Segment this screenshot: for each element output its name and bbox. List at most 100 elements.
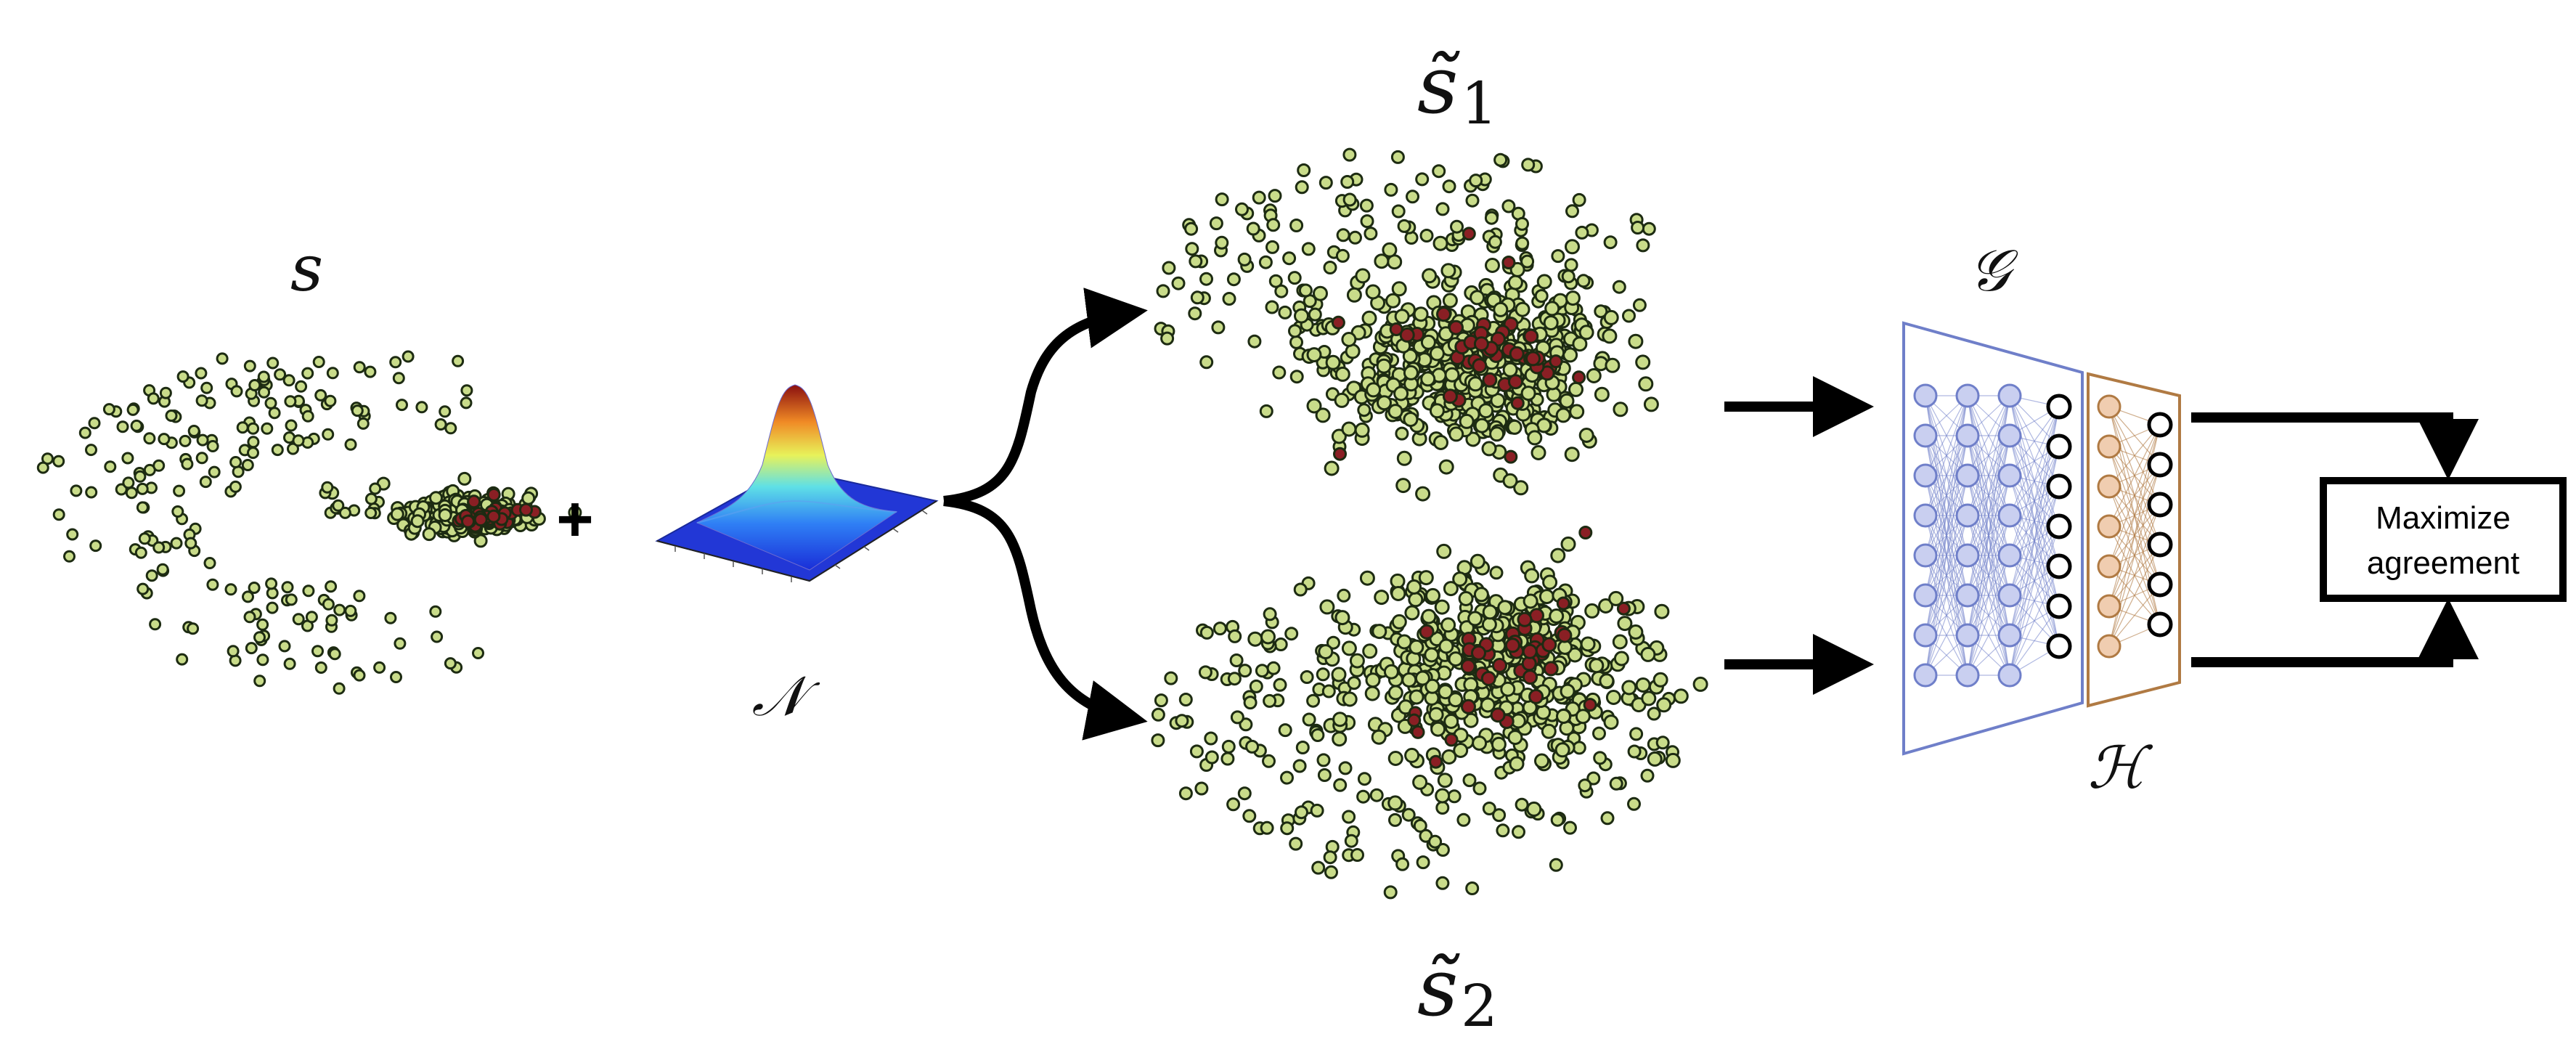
graph-node <box>1156 284 1170 298</box>
graph-node <box>1336 228 1350 243</box>
graph-node <box>265 577 278 590</box>
graph-node <box>1550 547 1566 563</box>
graph-node <box>1598 598 1614 614</box>
graph-node <box>1603 714 1619 730</box>
graph-node <box>1334 392 1350 408</box>
graph-node <box>1239 717 1253 732</box>
graph-node <box>1435 788 1451 804</box>
graph-node <box>1612 280 1626 294</box>
graph-node <box>1584 603 1600 619</box>
graph-node <box>1178 693 1193 706</box>
graph-node <box>1655 736 1670 750</box>
graph-node <box>1341 332 1357 347</box>
anomaly-node <box>1389 322 1403 336</box>
graph-node <box>429 605 442 618</box>
graph-node <box>1362 643 1378 659</box>
graph-node <box>1265 240 1279 254</box>
anomaly-node <box>1523 669 1538 685</box>
graph-node <box>206 440 219 452</box>
graph-node <box>1572 192 1586 207</box>
graph-node <box>1342 691 1358 707</box>
graph-node <box>1268 274 1283 288</box>
graph-node <box>136 482 149 495</box>
graph-node <box>1311 860 1326 875</box>
encoder-neuron <box>1955 663 1980 688</box>
branch-arrow-down <box>943 496 1148 741</box>
graph-node <box>1501 199 1516 213</box>
graph-node <box>1492 808 1507 823</box>
label-s2-symbol: s̃ <box>1417 941 1460 1034</box>
graph-node <box>85 444 97 457</box>
graph-node <box>1403 412 1419 428</box>
graph-node <box>396 399 408 412</box>
graph-node <box>1374 590 1390 606</box>
graph-node <box>1288 324 1302 338</box>
graph-node <box>1365 672 1381 688</box>
encoder-neuron <box>1955 383 1980 408</box>
graph-node <box>1393 386 1409 402</box>
graph-node <box>281 581 294 594</box>
graph-node <box>333 603 346 616</box>
graph-node <box>136 501 149 514</box>
encoder-neuron <box>1997 583 2022 608</box>
graph-node <box>1513 480 1529 496</box>
graph-node <box>1536 704 1552 720</box>
graph-node <box>1272 365 1287 380</box>
graph-node <box>268 407 281 420</box>
graph-node <box>1211 320 1226 335</box>
encoder-neuron <box>1913 463 1938 488</box>
graph-node <box>283 657 296 670</box>
graph-node <box>1403 364 1419 380</box>
graph-node <box>1520 254 1535 269</box>
graph-node <box>333 682 346 695</box>
graph-node <box>325 580 338 593</box>
graph-node <box>1456 812 1471 827</box>
graph-node <box>266 357 280 370</box>
graph-node <box>1472 781 1487 796</box>
graph-node <box>1347 676 1361 690</box>
graph-node <box>460 384 473 397</box>
graph-node <box>122 476 135 489</box>
anomaly-node <box>1509 346 1525 362</box>
graph-node <box>444 422 457 435</box>
graph-node <box>1350 848 1364 862</box>
graph-node <box>1640 646 1656 662</box>
graph-node <box>253 675 266 688</box>
graph-node <box>390 507 404 521</box>
graph-node <box>243 611 256 624</box>
graph-node <box>1189 744 1204 759</box>
graph-node <box>165 410 178 422</box>
graph-node <box>321 481 334 494</box>
graph-node <box>1360 214 1374 229</box>
graph-node <box>1564 258 1578 272</box>
graph-node <box>1554 742 1570 758</box>
graph-node <box>1613 402 1629 417</box>
projection-neuron <box>2147 571 2173 598</box>
graph-node <box>1337 588 1351 603</box>
graph-node <box>311 645 324 658</box>
graph-node <box>1331 428 1347 444</box>
graph-node <box>344 438 357 451</box>
graph-node <box>1395 478 1411 494</box>
graph-node <box>392 372 405 385</box>
graph-node <box>1185 242 1199 256</box>
graph-node <box>125 486 138 500</box>
graph-node <box>356 417 370 430</box>
graph-node <box>1237 786 1252 801</box>
arrow-z2-to-agreement <box>2191 598 2479 667</box>
graph-node <box>179 434 192 447</box>
graph-node <box>1673 688 1689 704</box>
graph-node <box>1524 568 1540 584</box>
projector-neuron <box>2097 594 2121 619</box>
graph-node <box>1311 728 1325 742</box>
graph-node <box>1500 681 1516 697</box>
graph-node <box>1433 435 1448 450</box>
label-s1-symbol: s̃ <box>1417 38 1460 131</box>
label-noise: 𝒩 <box>752 664 821 728</box>
augmented-graph-s2 <box>1151 526 1708 900</box>
graph-node <box>353 361 366 374</box>
anomaly-node <box>1525 351 1541 367</box>
graph-node <box>1319 599 1335 615</box>
graph-node <box>439 405 452 418</box>
